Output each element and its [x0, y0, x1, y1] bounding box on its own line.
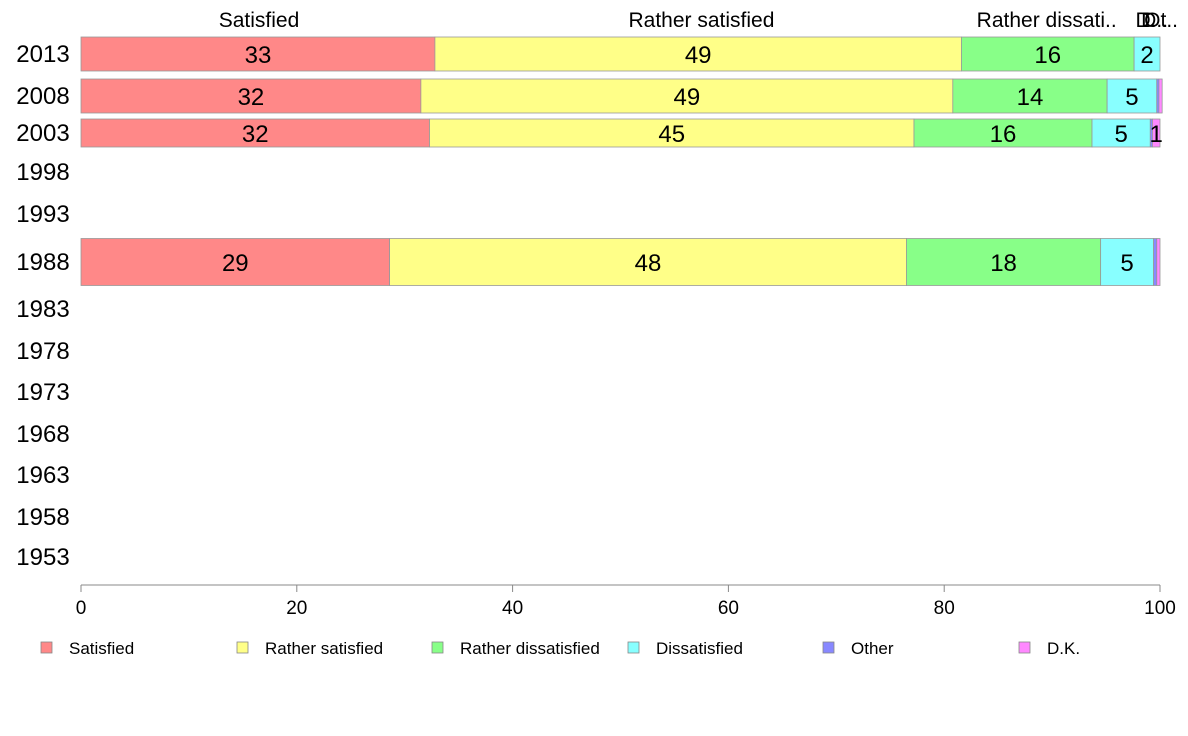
bar-segment: [1106, 78, 1158, 114]
legend: Satisfied Rather satisfied Rather dissatis…: [40, 639, 1080, 658]
year-label: 1968: [16, 421, 69, 448]
bar-value-label: 16: [990, 121, 1017, 148]
year-label: 2008: [16, 83, 69, 110]
top-label: Satisfied: [219, 9, 300, 32]
year-label: 1973: [16, 379, 69, 406]
bar-value-label: 16: [1034, 42, 1061, 69]
year-label: 1978: [16, 338, 69, 365]
bar-segment: [913, 118, 1093, 148]
x-tick-label: 100: [1144, 598, 1176, 619]
bar-segment: [1156, 238, 1161, 286]
x-axis: 0 20 40 60 80 100: [76, 584, 1176, 619]
year-label: 1953: [16, 544, 69, 571]
bar-value-label: 48: [635, 250, 662, 277]
legend-label: Rather satisfied: [265, 639, 383, 658]
bar-segment: [906, 238, 1102, 286]
bar-segment: [961, 36, 1135, 72]
year-label: 2003: [16, 120, 69, 147]
x-tick-label: 40: [502, 598, 523, 619]
bar-value-label: 14: [1017, 84, 1044, 111]
top-label: D.: [1135, 9, 1156, 32]
bar-segment: [80, 118, 430, 148]
x-tick-label: 0: [76, 598, 87, 619]
legend-swatch: [431, 641, 444, 654]
bar-segment: [420, 78, 954, 114]
legend-swatch: [1018, 641, 1031, 654]
bar-segment: [80, 238, 390, 286]
year-label: 2013: [16, 41, 69, 68]
legend-swatch: [236, 641, 249, 654]
legend-label: Satisfied: [69, 639, 134, 658]
year-label: 1958: [16, 504, 69, 531]
top-category-labels: Satisfied Rather satisfied Rather dissati.…: [219, 9, 1178, 32]
bar-segment: [1152, 118, 1161, 148]
bar-value-label: 1: [1150, 121, 1163, 148]
legend-swatch: [627, 641, 640, 654]
bar-segment: [952, 78, 1108, 114]
bar-value-label: 33: [245, 42, 272, 69]
bar-value-label: 29: [222, 250, 249, 277]
top-label: D..: [1141, 9, 1168, 32]
bar-value-label: 5: [1114, 121, 1127, 148]
bar-value-label: 32: [242, 121, 269, 148]
bar-segment: [1133, 36, 1161, 72]
legend-label: D.K.: [1047, 639, 1080, 658]
legend-label: Rather dissatisfied: [460, 639, 600, 658]
x-tick-label: 80: [934, 598, 955, 619]
bar-value-label: 18: [990, 250, 1017, 277]
bar-value-label: 2: [1140, 42, 1153, 69]
bar-value-label: 5: [1120, 250, 1133, 277]
year-label: 1988: [16, 249, 69, 276]
legend-swatch: [40, 641, 53, 654]
top-label: Ot..: [1144, 9, 1178, 32]
bar-segment: [1153, 238, 1158, 286]
top-label: Rather dissati..: [977, 9, 1117, 32]
legend-swatch: [822, 641, 835, 654]
top-label: Rather satisfied: [628, 9, 774, 32]
bar-segment: [80, 36, 436, 72]
bar-value-label: 45: [658, 121, 685, 148]
bar-segment: [80, 78, 422, 114]
year-label: 1963: [16, 462, 69, 489]
year-label: 1983: [16, 296, 69, 323]
bar-value-label: 32: [238, 84, 265, 111]
bars: 33 49 16 232 49 14 532 45 16 5 129 48 18 5: [80, 36, 1163, 286]
year-label: 1993: [16, 201, 69, 228]
legend-label: Other: [851, 639, 894, 658]
x-tick-label: 20: [286, 598, 307, 619]
legend-label: Dissatisfied: [656, 639, 743, 658]
bar-value-label: 49: [685, 42, 712, 69]
bar-value-label: 49: [674, 84, 701, 111]
bar-segment: [1158, 78, 1163, 114]
bar-value-label: 5: [1125, 84, 1138, 111]
x-tick-label: 60: [718, 598, 739, 619]
year-label: 1998: [16, 159, 69, 186]
year-axis-labels: 2013 2008 2003 1998 1993 1988 1983 1978 1973 1968…: [16, 41, 69, 571]
